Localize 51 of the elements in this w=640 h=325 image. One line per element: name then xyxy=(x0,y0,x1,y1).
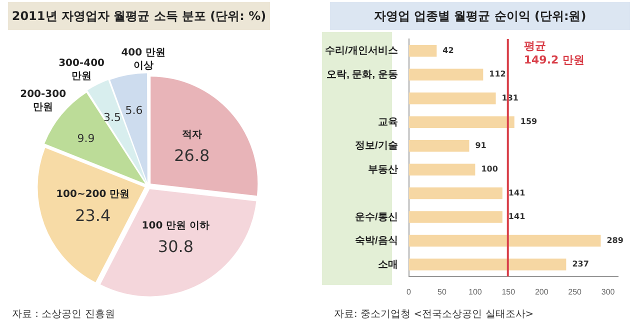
data-label: 141 xyxy=(508,212,526,222)
bar xyxy=(408,140,470,152)
data-label: 141 xyxy=(508,188,526,198)
slice-label: 100 만원 이하 xyxy=(142,220,210,232)
x-tick-label: 250 xyxy=(568,287,582,296)
bar xyxy=(408,234,601,247)
x-tick-label: 0 xyxy=(406,287,412,296)
data-label: 112 xyxy=(489,70,506,79)
x-tick-label: 100 xyxy=(468,287,482,296)
data-label: 9.9 xyxy=(77,132,95,145)
text: 자료: 중소기업청 <전국소상공인 실태조사> xyxy=(334,308,534,321)
x-tick-label: 300 xyxy=(601,287,616,296)
bar xyxy=(408,258,566,270)
data-label: 91 xyxy=(475,140,487,150)
slice-label: 적자 xyxy=(182,129,202,140)
bar xyxy=(408,187,502,200)
y-tick-label: 숙박/음식 xyxy=(354,236,398,247)
y-tick-label: 운수/통신 xyxy=(354,212,398,223)
y-tick-label: 소매 xyxy=(378,259,398,270)
data-label: 3.5 xyxy=(103,111,121,124)
y-tick-label: 부동산 xyxy=(368,164,398,176)
slice-label: 400 만원 이상 xyxy=(121,48,166,72)
bar xyxy=(408,92,496,104)
bar xyxy=(408,116,514,128)
data-label: 100 xyxy=(481,164,498,174)
ref-line-label: 평균 149.2 만원 xyxy=(524,39,584,66)
data-label: 289 xyxy=(606,236,624,245)
slice-label: 300-400 만원 xyxy=(58,58,105,82)
data-label: 26.8 xyxy=(174,146,210,165)
bar xyxy=(408,44,437,57)
chart-title: 자영업 업종별 월평균 순이익 (단위:원) xyxy=(330,2,630,30)
data-label: 23.4 xyxy=(75,206,111,225)
data-label: 42 xyxy=(442,46,454,55)
slice-label: 200-300 만원 xyxy=(20,88,66,113)
y-tick-label: 정보/기술 xyxy=(354,140,398,152)
y-tick-label: 교육 xyxy=(378,116,398,128)
slice-label: 100~200 만원 xyxy=(56,189,130,200)
data-label: 237 xyxy=(572,260,589,269)
y-tick-label: 수리/개인서비스 xyxy=(324,46,398,57)
bar xyxy=(408,164,476,176)
x-tick-label: 200 xyxy=(534,287,549,296)
bar xyxy=(408,68,484,80)
text: 자료 : 소상공인 진흥원 xyxy=(12,308,115,321)
x-tick-label: 150 xyxy=(502,287,516,296)
y-tick-label: 오락, 문화, 운동 xyxy=(326,69,398,80)
data-label: 159 xyxy=(520,117,538,126)
data-label: 5.6 xyxy=(125,104,143,117)
bar xyxy=(408,211,502,223)
x-tick-label: 50 xyxy=(438,287,447,296)
data-label: 30.8 xyxy=(158,237,194,256)
chart-title: 2011년 자영업자 월평균 소득 분포 (단위: %) xyxy=(8,2,270,30)
